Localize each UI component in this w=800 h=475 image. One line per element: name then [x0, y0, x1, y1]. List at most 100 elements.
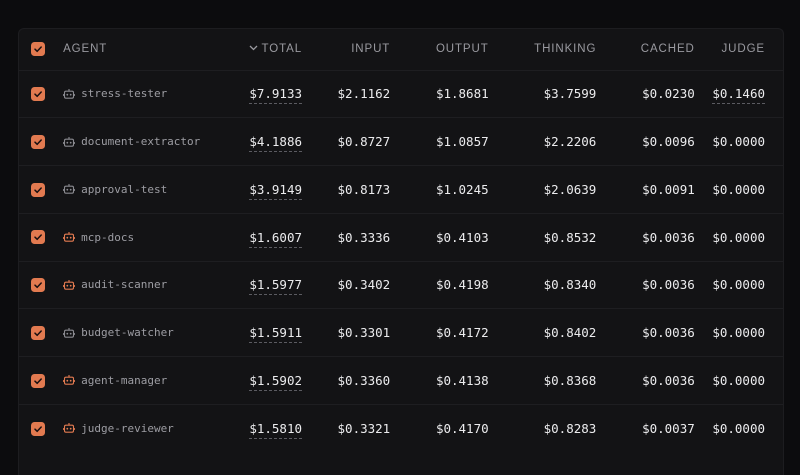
agent-name[interactable]: stress-tester: [81, 87, 168, 101]
total-cell: $1.5911: [237, 309, 303, 357]
agent-name[interactable]: audit-scanner: [81, 278, 168, 292]
total-cell: $7.9133: [237, 70, 303, 118]
agent-cell: document-extractor: [63, 118, 237, 166]
agent-cell: budget-watcher: [63, 309, 237, 357]
row-checkbox[interactable]: [31, 134, 45, 149]
row-select-cell: [19, 261, 63, 309]
agent-name[interactable]: agent-manager: [81, 373, 168, 387]
total-value[interactable]: $3.9149: [249, 181, 303, 200]
total-cell: $3.9149: [237, 166, 303, 214]
cached-cell: $0.0091: [642, 181, 695, 197]
output-cell: $0.4172: [435, 325, 489, 341]
total-value[interactable]: $1.5810: [249, 420, 303, 439]
judge-value: $0.0000: [712, 181, 765, 197]
agent-cell: agent-manager: [63, 357, 237, 405]
row-checkbox[interactable]: [31, 278, 45, 293]
agent-name[interactable]: document-extractor: [81, 135, 201, 149]
table-row[interactable]: mcp-docs $1.6007 $0.3336 $0.4103 $0.8532 $0.0…: [19, 213, 783, 261]
table-row[interactable]: agent-manager $1.5902 $0.3360 $0.4138 $0.836…: [19, 356, 783, 405]
agent-name[interactable]: approval-test: [81, 182, 168, 196]
total-value[interactable]: $1.6007: [249, 229, 303, 248]
total-cell: $1.5810: [237, 404, 303, 452]
judge-cell: $0.0000: [695, 118, 783, 166]
output-cell: $1.8681: [435, 86, 489, 102]
thinking-cell: $0.8368: [543, 372, 597, 388]
table-row[interactable]: approval-test $3.9149 $0.8173 $1.0245 $2.063…: [19, 165, 783, 214]
judge-value: $0.0000: [712, 277, 765, 293]
cached-cell: $0.0036: [642, 325, 695, 341]
column-header-cached[interactable]: CACHED: [640, 43, 695, 56]
row-select-cell: [19, 166, 63, 214]
total-value[interactable]: $4.1886: [249, 134, 303, 153]
agent-cell: mcp-docs: [63, 213, 237, 261]
check-icon: [34, 234, 42, 241]
table-row[interactable]: audit-scanner $1.5977 $0.3402 $0.4198 $0.834…: [19, 261, 783, 309]
row-checkbox[interactable]: [31, 421, 45, 436]
agent-name[interactable]: budget-watcher: [81, 326, 174, 340]
cached-cell: $0.0036: [642, 229, 695, 245]
table-row[interactable]: budget-watcher $1.5911 $0.3301 $0.4172 $0.84…: [19, 308, 783, 357]
agent-cell: judge-reviewer: [63, 404, 237, 452]
column-header-input[interactable]: INPUT: [351, 43, 391, 56]
row-select-cell: [19, 404, 63, 452]
input-cell: $0.3336: [337, 229, 391, 245]
column-header-total[interactable]: TOTAL: [237, 29, 302, 70]
row-select-cell: [19, 70, 63, 118]
row-select-cell: [19, 357, 63, 405]
agent-cell: stress-tester: [63, 70, 237, 118]
total-cell: $1.5977: [237, 261, 303, 309]
check-icon: [34, 330, 42, 337]
table-row[interactable]: stress-tester $7.9133 $2.1162 $1.8681 $3.759…: [19, 70, 783, 118]
total-value[interactable]: $1.5977: [249, 277, 303, 296]
bot-icon: [63, 375, 76, 386]
check-icon: [34, 186, 42, 193]
agent-name[interactable]: judge-reviewer: [81, 421, 174, 435]
cost-table-panel: AGENT TOTAL INPUT OUTPUT THINKING CACHED…: [18, 28, 784, 475]
agent-name[interactable]: mcp-docs: [81, 230, 135, 244]
bot-icon: [63, 184, 76, 195]
bot-icon: [63, 423, 76, 434]
judge-cell: $0.0000: [695, 213, 783, 261]
thinking-cell: $0.8340: [543, 277, 597, 293]
judge-value: $0.0000: [712, 325, 765, 341]
row-checkbox[interactable]: [31, 325, 45, 340]
total-cell: $1.6007: [237, 213, 303, 261]
table-row[interactable]: document-extractor $4.1886 $0.8727 $1.0857 $…: [19, 117, 783, 166]
output-cell: $0.4138: [435, 372, 489, 388]
judge-value: $0.0000: [712, 372, 765, 388]
judge-cell: $0.1460: [695, 70, 783, 118]
column-header-judge[interactable]: JUDGE: [721, 43, 765, 56]
column-header-output[interactable]: OUTPUT: [435, 43, 489, 56]
bot-icon: [63, 232, 76, 242]
column-header-thinking[interactable]: THINKING: [534, 43, 597, 56]
row-select-cell: [19, 309, 63, 357]
input-cell: $0.8727: [337, 134, 391, 150]
judge-value: $0.0000: [712, 420, 765, 436]
total-value[interactable]: $1.5902: [249, 372, 303, 391]
row-checkbox[interactable]: [31, 230, 45, 245]
total-value[interactable]: $1.5911: [249, 325, 303, 344]
input-cell: $2.1162: [337, 86, 391, 102]
total-cell: $1.5902: [237, 357, 303, 405]
row-checkbox[interactable]: [31, 373, 45, 388]
select-all-checkbox[interactable]: [31, 42, 45, 57]
thinking-cell: $2.2206: [543, 134, 597, 150]
select-all-cell: [19, 29, 63, 70]
input-cell: $0.3321: [337, 420, 391, 436]
judge-value: $0.0000: [712, 229, 765, 245]
thinking-cell: $0.8532: [543, 229, 597, 245]
judge-cell: $0.0000: [695, 166, 783, 214]
output-cell: $0.4198: [435, 277, 489, 293]
thinking-cell: $3.7599: [543, 86, 597, 102]
table-row[interactable]: judge-reviewer $1.5810 $0.3321 $0.4170 $0.82…: [19, 404, 783, 452]
total-value[interactable]: $7.9133: [249, 86, 303, 105]
agent-cost-table: AGENT TOTAL INPUT OUTPUT THINKING CACHED…: [19, 29, 783, 452]
thinking-cell: $0.8402: [543, 325, 597, 341]
cached-cell: $0.0230: [642, 86, 695, 102]
table-header-row: AGENT TOTAL INPUT OUTPUT THINKING CACHED…: [19, 29, 783, 70]
column-header-agent[interactable]: AGENT: [63, 43, 108, 56]
bot-icon: [63, 136, 76, 147]
row-checkbox[interactable]: [31, 87, 45, 102]
row-checkbox[interactable]: [31, 182, 45, 197]
check-icon: [34, 91, 42, 98]
